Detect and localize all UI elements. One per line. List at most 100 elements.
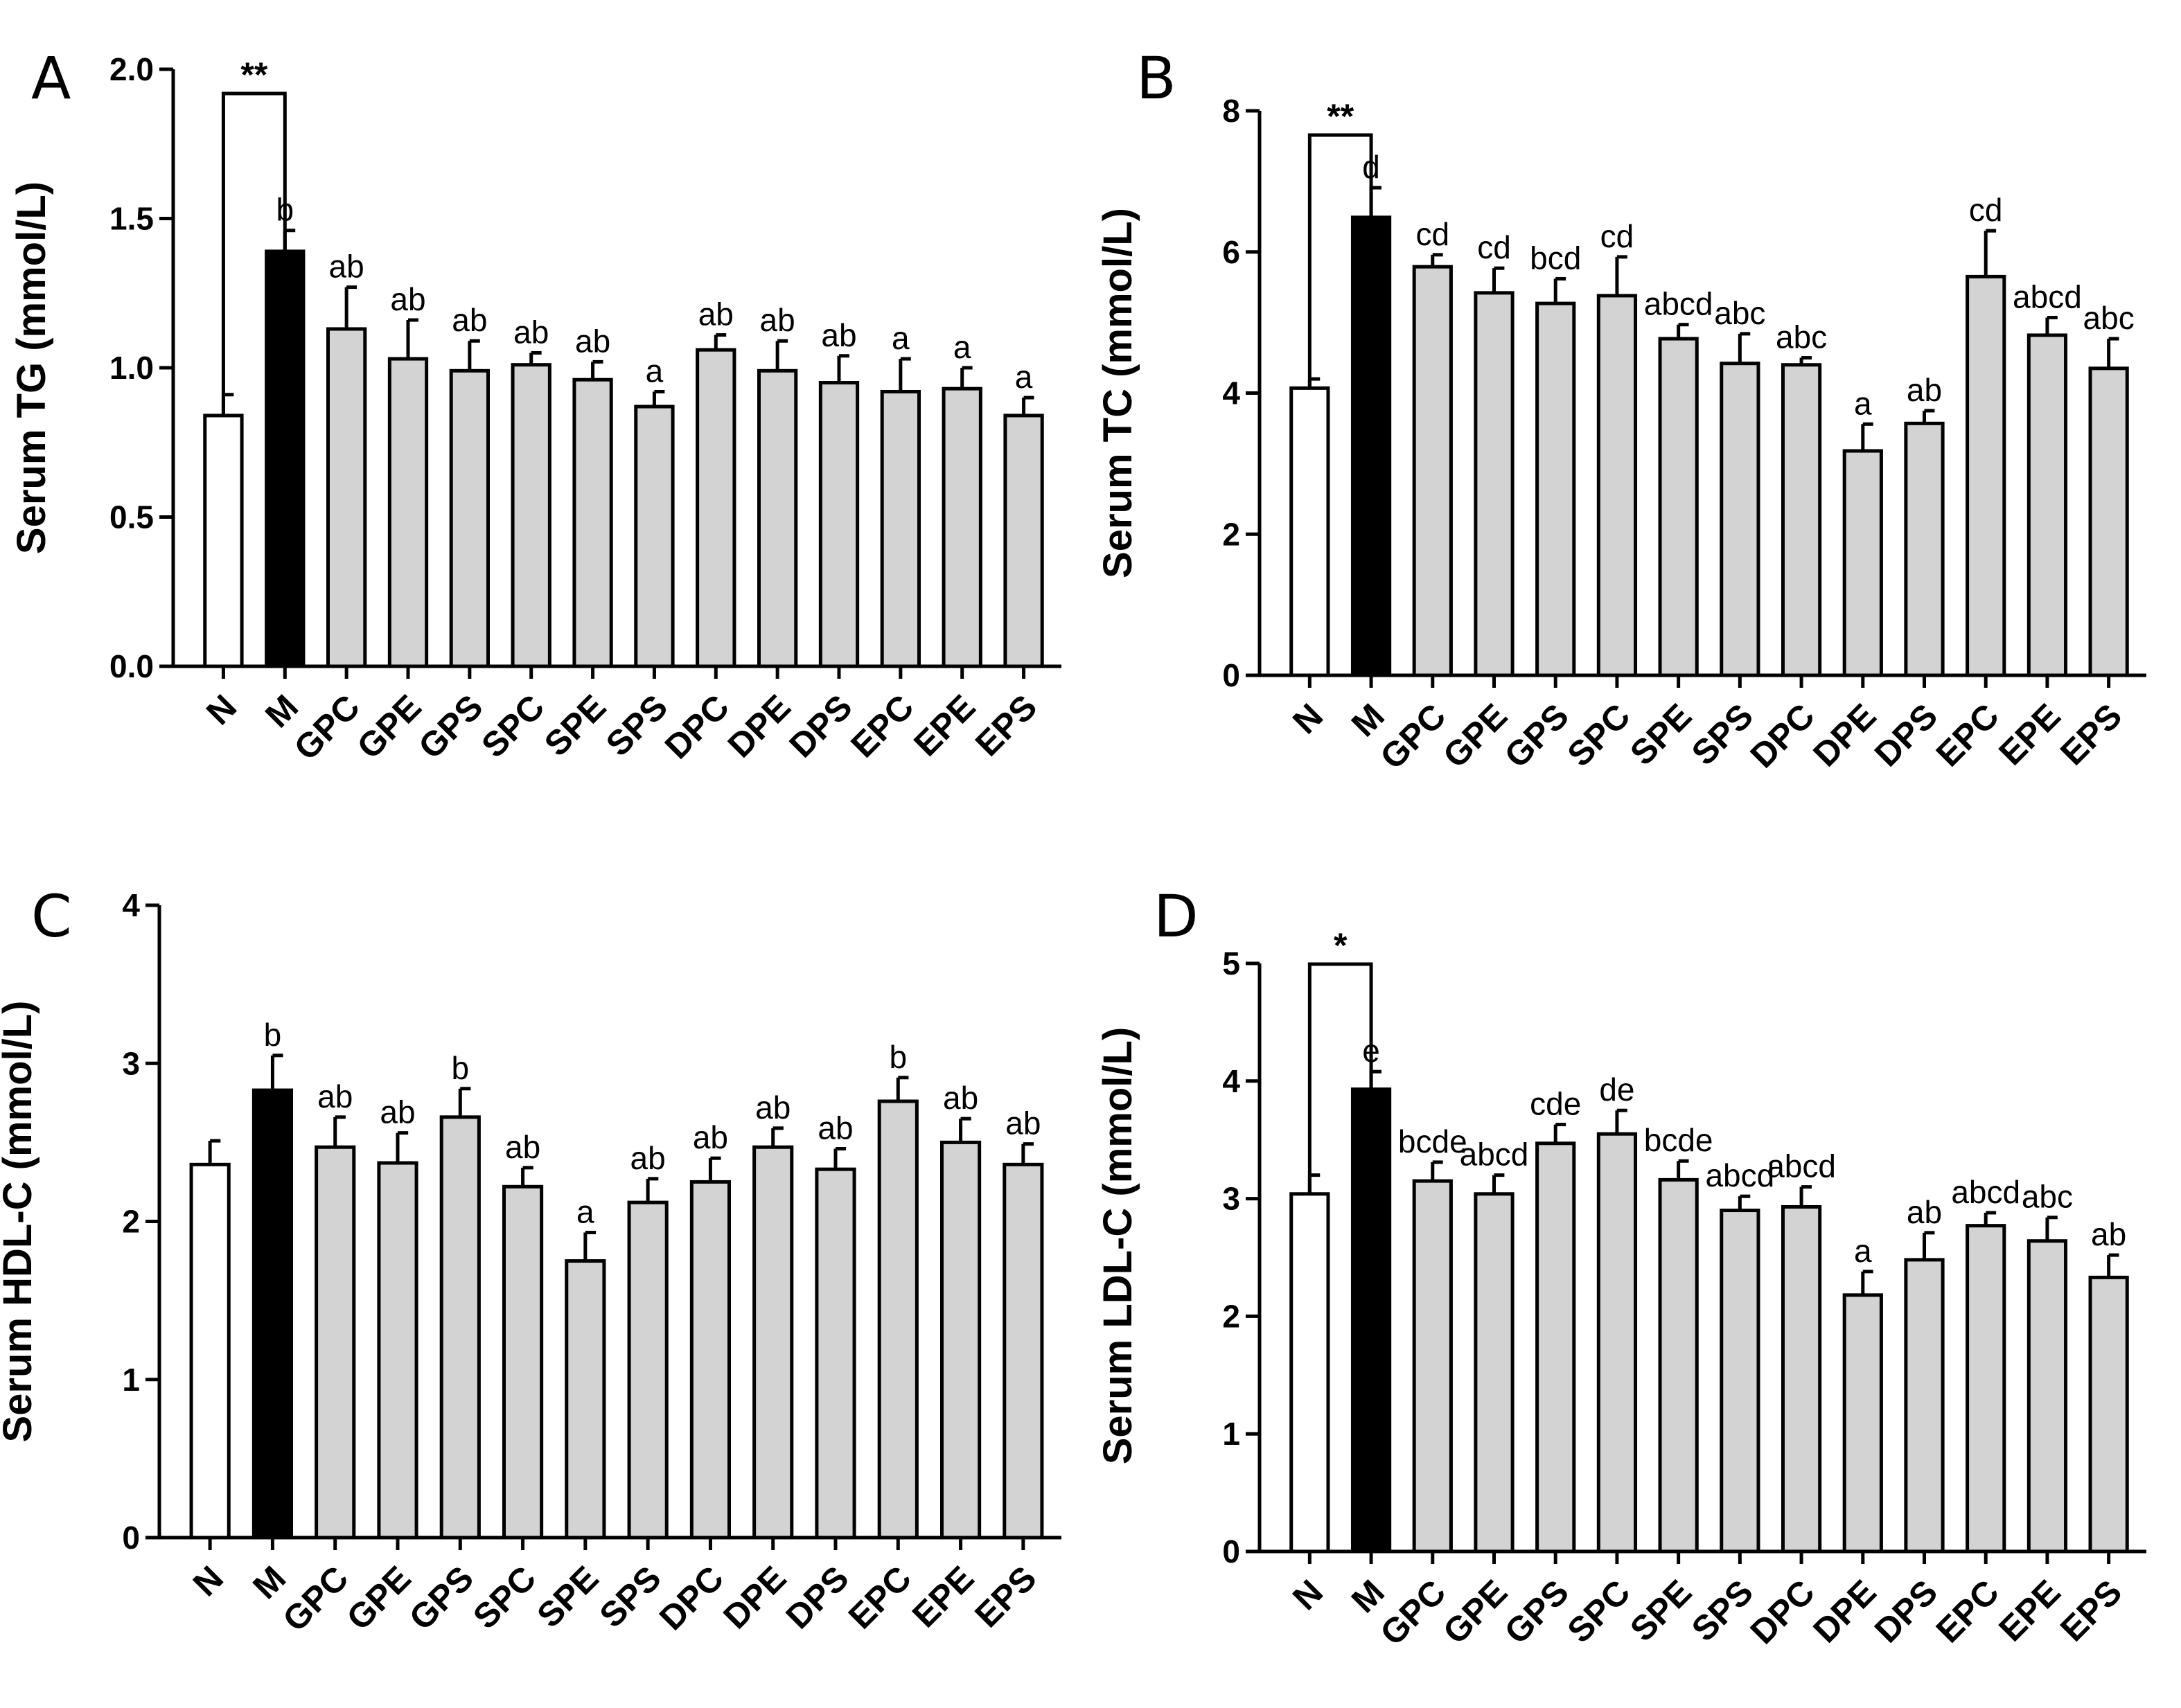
x-tick-label: GPC: [287, 687, 367, 767]
y-tick-label: 4: [122, 887, 140, 923]
bar-gpc: [1412, 265, 1453, 677]
significance-letter: b: [889, 1039, 907, 1075]
significance-letter: ab: [630, 1140, 666, 1176]
significance-letter: a: [576, 1193, 594, 1229]
bar-epe: [2027, 333, 2068, 677]
significance-letter: cd: [1969, 192, 2003, 228]
y-axis-title: Serum LDL-C (mmol/L): [1095, 1027, 1140, 1465]
x-tick-label: EPC: [1929, 696, 2006, 774]
y-axis-title: Serum TC (mmol/L): [1095, 208, 1140, 578]
significance-letter: cd: [1477, 229, 1511, 265]
panel-label: A: [31, 44, 71, 112]
x-tick-label: DPE: [721, 687, 798, 765]
y-tick-label: 3: [1222, 1181, 1240, 1217]
x-tick-label: SPE: [537, 687, 613, 763]
x-tick-label: EPE: [1991, 1572, 2067, 1648]
bar-sps: [627, 1200, 669, 1540]
bar-sps: [1720, 362, 1760, 677]
y-tick-label: 4: [1222, 375, 1240, 411]
panel-label: D: [1154, 882, 1199, 950]
bar-epc: [877, 1099, 919, 1540]
x-tick-label: SPS: [599, 687, 675, 763]
x-tick-label: EPC: [841, 1558, 919, 1636]
y-tick-label: 4: [1222, 1063, 1240, 1099]
bar-dpe: [752, 1145, 794, 1540]
bar-gpc: [315, 1145, 356, 1540]
x-tick-label: SPC: [1560, 696, 1637, 774]
bar-spe: [1658, 337, 1699, 677]
comparison-asterisks: **: [240, 55, 267, 94]
x-tick-label: SPC: [466, 1558, 543, 1636]
significance-letter: ab: [1907, 1194, 1942, 1230]
x-tick-label: GPE: [339, 1558, 418, 1637]
y-tick-label: 5: [1222, 945, 1240, 981]
x-tick-label: EPE: [905, 1558, 981, 1635]
significance-letter: bcde: [1398, 1123, 1467, 1159]
x-tick-label: N: [199, 687, 244, 732]
significance-letter: ab: [943, 1080, 978, 1116]
x-tick-label: DPC: [1743, 696, 1822, 775]
bar-gpc: [326, 327, 367, 668]
x-tick-label: SPC: [1560, 1572, 1637, 1650]
x-tick-label: EPS: [2053, 696, 2129, 772]
significance-letter: ab: [575, 323, 610, 359]
bar-spc: [1596, 1132, 1638, 1554]
y-tick-label: 2: [1222, 516, 1240, 552]
significance-letter: abcd: [1951, 1174, 2020, 1210]
x-tick-label: DPE: [1805, 1572, 1883, 1650]
bar-sps: [1720, 1209, 1760, 1554]
bar-spc: [1596, 294, 1638, 677]
bar-n: [189, 1162, 231, 1540]
x-tick-label: DPE: [1805, 696, 1883, 774]
x-tick-label: DPS: [1867, 1572, 1945, 1650]
significance-letter: abc: [1776, 319, 1827, 355]
significance-letter: abc: [2022, 1179, 2073, 1215]
significance-letter: ab: [821, 317, 856, 353]
bar-gps: [439, 1115, 481, 1540]
significance-letter: de: [1599, 1071, 1634, 1107]
significance-letter: ab: [1907, 372, 1942, 408]
x-tick-label: GPE: [1436, 696, 1515, 775]
bar-epe: [942, 386, 982, 668]
significance-letter: a: [1015, 359, 1033, 395]
bar-epc: [1966, 1224, 2006, 1554]
bar-eps: [1003, 413, 1044, 668]
bar-dpc: [1781, 1204, 1822, 1554]
significance-letter: ab: [390, 281, 425, 317]
significance-letter: a: [892, 320, 910, 356]
significance-letter: bcd: [1530, 240, 1581, 276]
bar-gps: [1535, 1141, 1576, 1554]
bar-gpe: [1474, 291, 1515, 677]
significance-letter: b: [264, 1017, 282, 1053]
bar-dpc: [696, 348, 736, 668]
significance-letter: ab: [818, 1110, 853, 1146]
x-tick-label: DPC: [657, 687, 736, 766]
comparison-bracket: [221, 91, 287, 416]
bar-spe: [565, 1259, 606, 1540]
bar-m: [1350, 215, 1392, 677]
x-tick-label: EPC: [843, 687, 921, 765]
x-tick-label: SPE: [1623, 1572, 1699, 1648]
significance-letter: cd: [1600, 218, 1634, 254]
bar-sps: [634, 404, 675, 668]
y-tick-label: 8: [1222, 93, 1240, 129]
x-tick-label: GPS: [411, 687, 490, 766]
x-tick-label: SPE: [1623, 696, 1699, 772]
y-tick-label: 0.0: [109, 648, 154, 684]
significance-letter: a: [1854, 385, 1872, 421]
significance-letter: bcde: [1644, 1122, 1713, 1158]
bar-dps: [1904, 1258, 1945, 1554]
bar-dpc: [689, 1180, 732, 1540]
bar-n: [1289, 386, 1330, 677]
x-tick-label: N: [1285, 696, 1330, 741]
significance-letter: ab: [1005, 1105, 1041, 1141]
y-tick-label: 0: [1222, 1533, 1240, 1569]
y-tick-label: 0: [1222, 657, 1240, 693]
x-tick-label: GPC: [1372, 1572, 1453, 1653]
x-tick-label: GPS: [1497, 696, 1576, 775]
bar-n: [1289, 1192, 1330, 1554]
bar-gps: [449, 368, 491, 668]
bar-epc: [880, 389, 921, 668]
